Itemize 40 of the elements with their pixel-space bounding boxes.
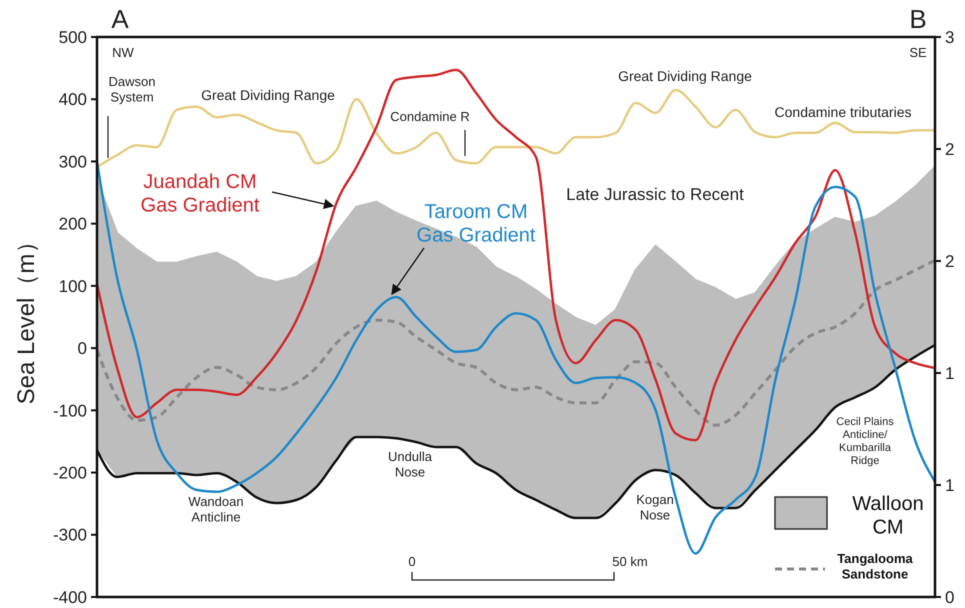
y-tick-label: -300 — [52, 526, 87, 545]
annotation: SE — [909, 45, 927, 60]
y-tick-label: 200 — [58, 214, 87, 234]
annotation: Cecil Plains Anticline/ Kumbarilla Ridge — [836, 416, 894, 467]
text: Taroom CM Gas Gradient — [416, 201, 536, 247]
annotation: Kogan Nose — [636, 492, 674, 522]
y-tick-label: -100 — [52, 401, 87, 420]
y-axis-title: Sea Level（m） — [13, 230, 40, 404]
annotation: Late Jurassic to Recent — [566, 185, 744, 204]
annotation: 0 — [408, 554, 416, 569]
annotation: NW — [112, 45, 135, 60]
annotation: Great Dividing Range — [618, 68, 752, 84]
y-tick-label: -200 — [52, 464, 87, 483]
y-tick-label: 400 — [58, 90, 87, 110]
annotation: 50 km — [612, 554, 648, 569]
y2-tick-label: 1 — [945, 476, 954, 495]
line-series — [96, 88, 936, 168]
text: B — [909, 4, 927, 34]
y2-tick-label: 1 — [945, 364, 954, 383]
annotation: Wandoan Anticline — [188, 494, 244, 524]
text: A — [111, 4, 130, 34]
y2-tick-label: 0 — [945, 588, 954, 607]
annotation: Undulla Nose — [388, 449, 433, 480]
line-series — [96, 258, 936, 427]
y-tick-label: 500 — [58, 28, 87, 47]
line-series — [96, 68, 936, 442]
annotation: Condamine tributaries — [774, 104, 912, 120]
annotation: Condamine R — [390, 109, 470, 124]
legend-label: Walloon CM — [852, 493, 924, 539]
y-tick-label: 300 — [58, 152, 87, 172]
y2-tick-label: 2 — [945, 252, 954, 271]
annotation: Dawson System — [108, 74, 156, 104]
y2-tick-label: 3 — [945, 28, 954, 47]
y-tick-label: 0 — [78, 339, 87, 358]
legend-label: Tangalooma Sandstone — [837, 551, 914, 582]
annotation: Great Dividing Range — [201, 87, 336, 103]
y2-tick-label: 2 — [945, 140, 954, 159]
y-tick-label: 100 — [58, 276, 87, 296]
y-tick-label: -400 — [52, 588, 87, 607]
text: Juandah CM Gas Gradient — [140, 171, 260, 217]
